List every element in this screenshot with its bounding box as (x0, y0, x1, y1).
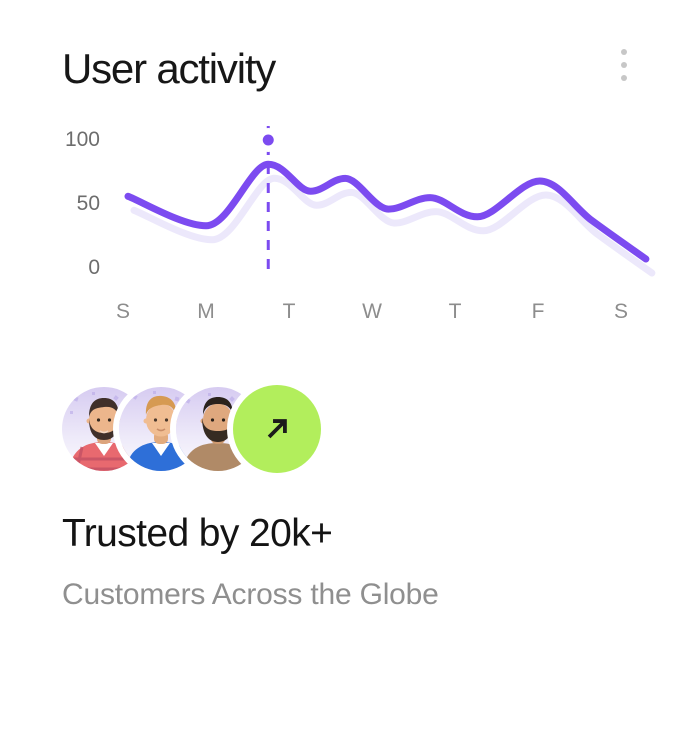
y-tick-label: 0 (88, 256, 100, 279)
y-tick-label: 50 (76, 192, 100, 215)
page-title: User activity (62, 45, 276, 92)
x-tick-label: W (362, 300, 382, 323)
avatar-group (62, 385, 321, 473)
kebab-menu-button[interactable] (604, 40, 644, 90)
trusted-subheading: Customers Across the Globe (62, 578, 439, 611)
x-tick-label: S (613, 300, 628, 323)
activity-line-shadow (130, 174, 656, 277)
trusted-heading: Trusted by 20k+ (62, 512, 333, 555)
y-tick-label: 100 (64, 128, 100, 151)
arrow-up-right-icon (267, 419, 287, 439)
x-tick-label: F (531, 300, 545, 323)
open-stats-button[interactable] (233, 385, 321, 473)
selected-day-marker (262, 134, 274, 146)
x-tick-label: S (115, 300, 130, 323)
x-tick-label: M (197, 300, 215, 323)
x-tick-label: T (282, 300, 296, 323)
x-tick-label: T (448, 300, 462, 323)
activity-line (124, 160, 650, 263)
activity-line-chart (124, 126, 656, 278)
